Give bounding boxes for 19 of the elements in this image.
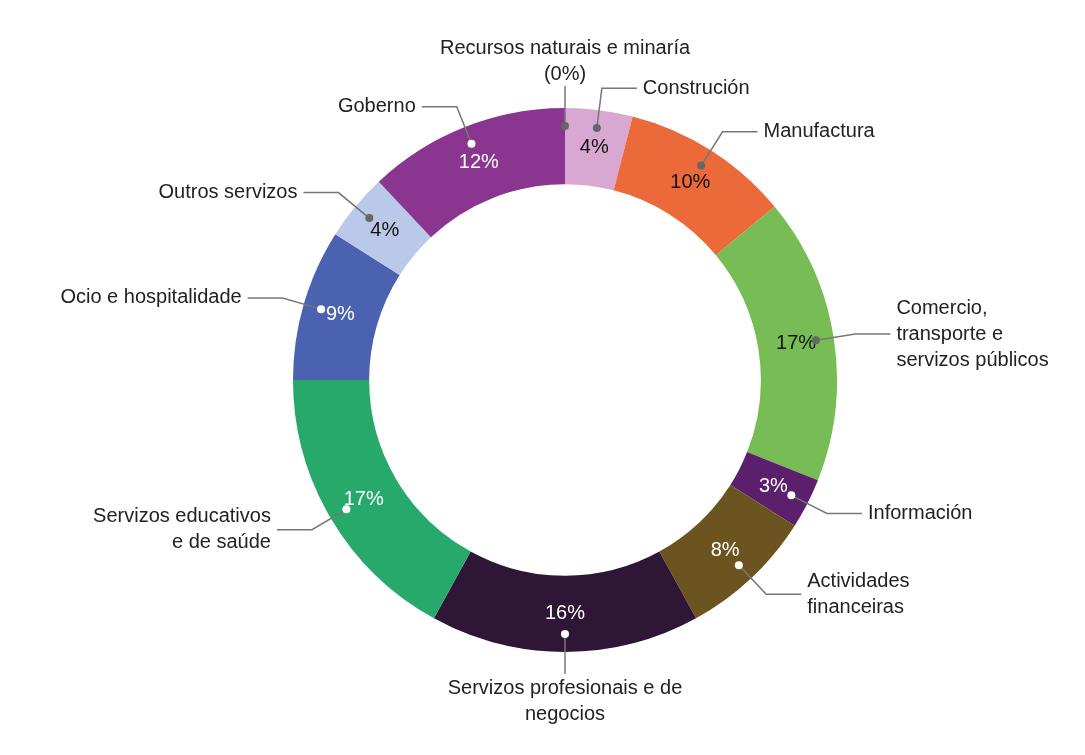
- data-label: 4%: [370, 218, 400, 241]
- data-label: 8%: [710, 538, 740, 561]
- data-label: 17%: [776, 330, 817, 353]
- data-label: 17%: [343, 486, 384, 509]
- data-label: 16%: [544, 601, 586, 624]
- slice-label: Outros servizos: [158, 180, 298, 203]
- data-label: 10%: [670, 170, 711, 193]
- slice-label: Actividades financeiras: [807, 568, 910, 617]
- data-label: 3%: [758, 473, 789, 496]
- slice-label: Ocio e hospitalidade: [60, 285, 242, 308]
- slice-label: Información: [867, 500, 973, 523]
- data-label: 12%: [458, 150, 500, 173]
- data-label: 9%: [325, 302, 356, 325]
- slice-label: Servizos educativos e de saúde: [93, 504, 271, 553]
- slice-label: Servizos profesionais e de negocios: [447, 675, 683, 724]
- data-label: 4%: [579, 135, 609, 158]
- slice-label: Goberno: [337, 94, 416, 117]
- slice-label: Manufactura: [763, 119, 876, 142]
- slice-label: Comercio, transporte e servizos públicos: [896, 295, 1049, 370]
